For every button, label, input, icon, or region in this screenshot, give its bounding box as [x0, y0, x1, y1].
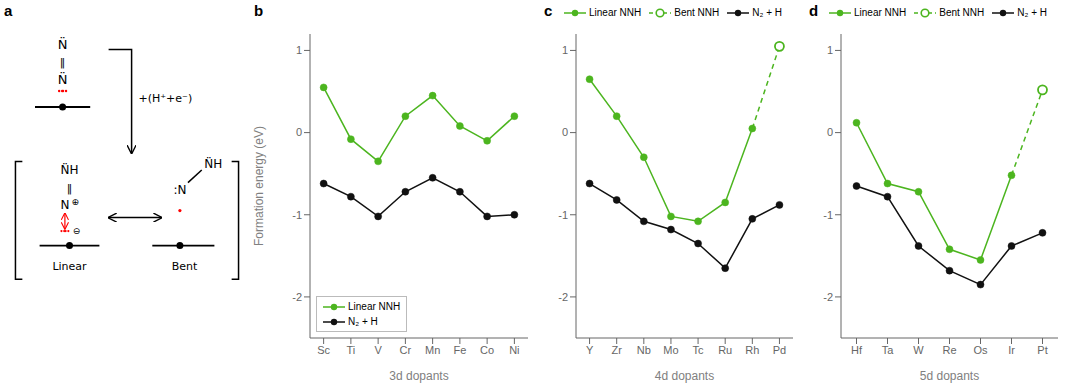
svg-text:0: 0 [562, 126, 568, 138]
svg-text:0: 0 [296, 126, 302, 138]
svg-text:-1: -1 [558, 209, 568, 221]
svg-text:Ru: Ru [718, 344, 732, 356]
html-text:N₂ + H: N₂ + H [1017, 7, 1047, 18]
svg-text:V: V [374, 344, 382, 356]
svg-text:4d dopants: 4d dopants [655, 369, 714, 383]
svg-text:Hf: Hf [851, 344, 863, 356]
html-text:b: b [254, 2, 264, 19]
svg-text:Bent: Bent [172, 260, 198, 273]
svg-text:‖: ‖ [67, 182, 73, 195]
svg-text:-1: -1 [823, 209, 833, 221]
svg-text:Mn: Mn [425, 344, 440, 356]
svg-text:1: 1 [296, 44, 302, 56]
html-text:c: c [544, 2, 553, 19]
svg-text:Ir: Ir [1008, 344, 1015, 356]
svg-text:Ni: Ni [509, 344, 519, 356]
svg-text:Re: Re [942, 344, 956, 356]
svg-text:Formation energy (eV): Formation energy (eV) [252, 126, 266, 246]
svg-text:W: W [913, 344, 924, 356]
svg-text:⊖: ⊖ [73, 226, 81, 236]
svg-text:Pt: Pt [1037, 344, 1047, 356]
svg-text:⊕: ⊕ [71, 197, 79, 207]
svg-text:Os: Os [973, 344, 988, 356]
svg-text:-2: -2 [558, 291, 568, 303]
html-text:N₂ + H: N₂ + H [348, 316, 378, 327]
html-text:Linear NNH: Linear NNH [348, 301, 401, 312]
svg-text:Co: Co [480, 344, 494, 356]
svg-text:0: 0 [827, 126, 833, 138]
svg-text:Y: Y [586, 344, 594, 356]
svg-text:Tc: Tc [693, 344, 705, 356]
svg-text::N: :N [173, 183, 186, 197]
html-text:Linear NNH: Linear NNH [589, 7, 642, 18]
html-text:d: d [809, 2, 819, 19]
svg-text:-2: -2 [292, 291, 302, 303]
svg-text:Linear: Linear [52, 260, 87, 273]
svg-text:N̈H: N̈H [61, 163, 79, 177]
svg-text:N: N [60, 198, 69, 212]
svg-text:Mo: Mo [663, 344, 678, 356]
svg-text:N̈: N̈ [58, 72, 68, 87]
svg-text:Rh: Rh [745, 344, 759, 356]
svg-text:Zr: Zr [611, 344, 622, 356]
html-text:N₂ + H: N₂ + H [752, 7, 782, 18]
svg-text:‖: ‖ [60, 56, 66, 69]
svg-text:Nb: Nb [637, 344, 651, 356]
svg-text:N̈H: N̈H [204, 157, 222, 171]
svg-text:Ti: Ti [346, 344, 355, 356]
html-text:a: a [4, 2, 13, 19]
html-text:Bent NNH: Bent NNH [939, 7, 985, 18]
svg-text:3d dopants: 3d dopants [389, 369, 448, 383]
svg-text:5d dopants: 5d dopants [920, 369, 979, 383]
svg-text:Fe: Fe [453, 344, 466, 356]
svg-text:Sc: Sc [317, 344, 330, 356]
html-text:Linear NNH: Linear NNH [854, 7, 907, 18]
svg-text:1: 1 [827, 44, 833, 56]
svg-text:1: 1 [562, 44, 568, 56]
svg-text:+(H⁺+e⁻): +(H⁺+e⁻) [139, 92, 193, 105]
svg-text:Pd: Pd [773, 344, 786, 356]
svg-text:-1: -1 [292, 209, 302, 221]
svg-text:-2: -2 [823, 291, 833, 303]
svg-text:Cr: Cr [400, 344, 412, 356]
svg-text:N̈: N̈ [58, 37, 68, 52]
svg-text:Ta: Ta [882, 344, 895, 356]
html-text:Bent NNH: Bent NNH [674, 7, 720, 18]
